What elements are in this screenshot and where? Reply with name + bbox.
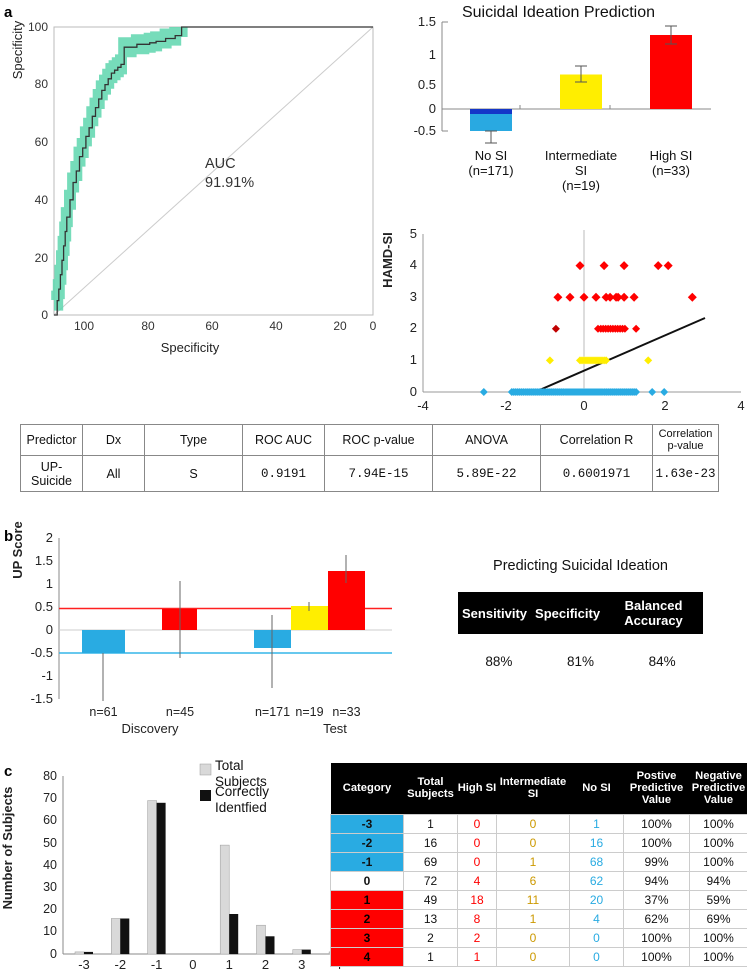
svg-text:20: 20 [43, 902, 57, 916]
svg-text:2: 2 [410, 320, 417, 335]
svg-text:0.5: 0.5 [418, 77, 436, 92]
svg-text:0: 0 [580, 398, 587, 413]
svg-text:1: 1 [46, 576, 53, 591]
svg-text:0: 0 [46, 622, 53, 637]
svg-text:60: 60 [35, 135, 49, 149]
svg-text:-1.5: -1.5 [31, 691, 53, 706]
svg-text:1: 1 [226, 957, 233, 972]
svg-text:-4: -4 [417, 398, 429, 413]
svg-text:3: 3 [298, 957, 305, 972]
svg-text:30: 30 [43, 880, 57, 894]
svg-text:20: 20 [35, 251, 49, 265]
svg-text:-3: -3 [78, 957, 90, 972]
svg-text:3: 3 [410, 289, 417, 304]
svg-text:10: 10 [43, 924, 57, 938]
svg-text:-0.5: -0.5 [414, 123, 436, 138]
svg-text:-1: -1 [41, 668, 53, 683]
svg-text:40: 40 [269, 319, 283, 333]
svg-text:0: 0 [50, 947, 57, 961]
svg-text:60: 60 [43, 813, 57, 827]
svg-text:0: 0 [189, 957, 196, 972]
svg-text:100: 100 [28, 20, 48, 34]
svg-text:AUC: AUC [205, 156, 236, 172]
svg-text:40: 40 [43, 858, 57, 872]
svg-text:80: 80 [35, 77, 49, 91]
svg-text:91.91%: 91.91% [205, 175, 254, 191]
svg-text:-1: -1 [151, 957, 163, 972]
svg-text:60: 60 [205, 319, 219, 333]
svg-text:0: 0 [410, 384, 417, 399]
svg-text:2: 2 [661, 398, 668, 413]
svg-text:40: 40 [35, 193, 49, 207]
svg-text:1.5: 1.5 [418, 14, 436, 29]
svg-text:-2: -2 [500, 398, 512, 413]
svg-text:1: 1 [410, 352, 417, 367]
svg-text:20: 20 [333, 319, 347, 333]
svg-text:2: 2 [262, 957, 269, 972]
svg-text:100: 100 [74, 319, 94, 333]
svg-text:70: 70 [43, 791, 57, 805]
svg-text:80: 80 [141, 319, 155, 333]
svg-text:1: 1 [429, 47, 436, 62]
svg-text:2: 2 [46, 530, 53, 545]
svg-text:0: 0 [41, 308, 48, 322]
svg-text:5: 5 [410, 226, 417, 241]
svg-text:4: 4 [737, 398, 744, 413]
svg-text:-0.5: -0.5 [31, 645, 53, 660]
svg-text:50: 50 [43, 836, 57, 850]
svg-text:-2: -2 [115, 957, 127, 972]
svg-text:1.5: 1.5 [35, 553, 53, 568]
svg-text:80: 80 [43, 769, 57, 783]
svg-text:0: 0 [429, 101, 436, 116]
svg-text:4: 4 [410, 257, 417, 272]
svg-text:0.5: 0.5 [35, 599, 53, 614]
